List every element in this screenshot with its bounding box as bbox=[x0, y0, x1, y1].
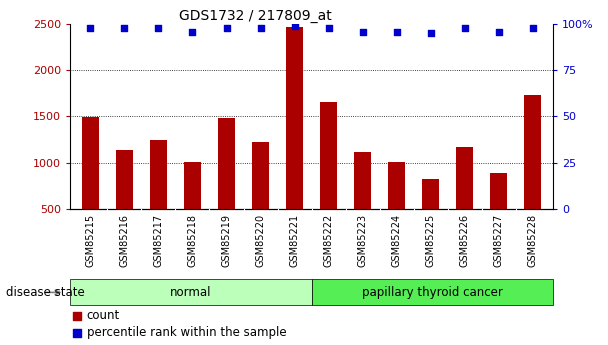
Bar bbox=[184, 162, 201, 209]
Text: GSM85219: GSM85219 bbox=[221, 214, 232, 267]
Point bbox=[460, 25, 469, 31]
Text: GSM85222: GSM85222 bbox=[323, 214, 334, 267]
Point bbox=[222, 25, 232, 31]
Text: GSM85215: GSM85215 bbox=[85, 214, 95, 267]
Text: papillary thyroid cancer: papillary thyroid cancer bbox=[362, 286, 503, 299]
Point bbox=[290, 23, 300, 29]
Point bbox=[323, 25, 333, 31]
Point bbox=[72, 330, 82, 335]
Text: percentile rank within the sample: percentile rank within the sample bbox=[87, 326, 286, 339]
Text: GDS1732 / 217809_at: GDS1732 / 217809_at bbox=[179, 9, 332, 23]
Bar bbox=[150, 139, 167, 209]
Point bbox=[256, 25, 266, 31]
Bar bbox=[422, 179, 439, 209]
Bar bbox=[388, 162, 405, 209]
Text: GSM85228: GSM85228 bbox=[528, 214, 538, 267]
Bar bbox=[456, 147, 473, 209]
Text: GSM85226: GSM85226 bbox=[460, 214, 470, 267]
Point bbox=[120, 25, 130, 31]
Text: GSM85224: GSM85224 bbox=[392, 214, 402, 267]
Text: GSM85223: GSM85223 bbox=[358, 214, 368, 267]
Bar bbox=[490, 173, 507, 209]
Point bbox=[188, 29, 198, 34]
Point bbox=[426, 31, 435, 36]
Bar bbox=[354, 152, 371, 209]
Text: disease state: disease state bbox=[6, 286, 85, 299]
Bar bbox=[70, 279, 311, 305]
Bar bbox=[286, 27, 303, 209]
Point bbox=[528, 25, 537, 31]
Point bbox=[72, 313, 82, 318]
Bar bbox=[320, 102, 337, 209]
Point bbox=[392, 29, 401, 34]
Text: GSM85216: GSM85216 bbox=[119, 214, 130, 267]
Bar bbox=[82, 117, 99, 209]
Text: normal: normal bbox=[170, 286, 212, 299]
Text: count: count bbox=[87, 309, 120, 322]
Bar bbox=[311, 279, 553, 305]
Point bbox=[154, 25, 164, 31]
Text: GSM85225: GSM85225 bbox=[426, 214, 436, 267]
Bar bbox=[218, 118, 235, 209]
Text: GSM85218: GSM85218 bbox=[187, 214, 198, 267]
Point bbox=[494, 29, 503, 34]
Point bbox=[86, 25, 95, 31]
Text: GSM85227: GSM85227 bbox=[494, 214, 504, 267]
Text: GSM85221: GSM85221 bbox=[289, 214, 300, 267]
Point bbox=[358, 29, 367, 34]
Text: GSM85220: GSM85220 bbox=[255, 214, 266, 267]
Bar bbox=[116, 150, 133, 209]
Bar bbox=[252, 142, 269, 209]
Bar bbox=[524, 95, 541, 209]
Text: GSM85217: GSM85217 bbox=[153, 214, 164, 267]
